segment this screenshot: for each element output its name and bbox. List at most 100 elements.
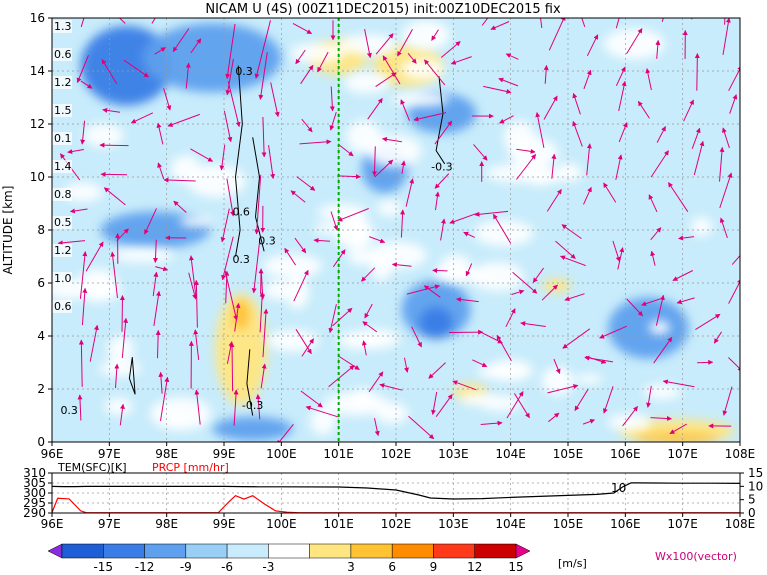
- wind-vector-258: [719, 217, 728, 239]
- y-tick-label-3: 6: [37, 276, 45, 290]
- wind-vector-68: [225, 58, 234, 96]
- wind-vector-238: [669, 423, 687, 435]
- wind-vector-105: [330, 211, 339, 231]
- wind-vector-119: [337, 208, 369, 222]
- surface-panel: TEM(SFC)[K] PRCP [mm/hr] 10 290295300305…: [23, 461, 763, 531]
- colorbar-box-3: [144, 543, 187, 559]
- wind-vector-4: [79, 251, 88, 299]
- wind-vector-114: [361, 340, 367, 356]
- colorbar-box-8: [350, 543, 393, 559]
- contour-line-0: [234, 65, 243, 257]
- wind-vector-242: [676, 297, 695, 305]
- left-edge-label-5: 1.4: [54, 160, 72, 173]
- wind-vector-151: [424, 59, 446, 86]
- wind-vector-222: [626, 28, 643, 55]
- wind-vector-79: [268, 145, 276, 180]
- wind-vector-36: [157, 162, 165, 180]
- main-panel: 0.3-0.30.60.30.3-0.30.3 1.30.61.21.50.11…: [1, 11, 755, 461]
- wind-vector-27: [118, 18, 126, 24]
- left-edge-label-1: 0.6: [54, 48, 72, 61]
- wind-vector-56: [233, 389, 239, 426]
- weak-area-42: [63, 182, 103, 202]
- surface-right-tick-label-1: 5: [748, 493, 756, 507]
- wind-vector-126: [408, 415, 435, 440]
- wind-vector-212: [584, 355, 614, 363]
- wind-vector-232: [650, 150, 669, 178]
- contour-line-4: [246, 349, 254, 416]
- colorbar-unit: [m/s]: [558, 557, 587, 570]
- wind-vector-214: [626, 298, 643, 317]
- wind-vector-154: [480, 420, 503, 426]
- wind-vector-131: [391, 262, 412, 268]
- wind-vector-226: [653, 336, 673, 364]
- colorbar-box-1: [61, 543, 104, 559]
- wind-vector-206: [572, 92, 581, 115]
- colorbar-tick-label-3: -6: [221, 560, 233, 574]
- weak-wind-areas: [52, 20, 713, 435]
- wind-vector-49: [173, 200, 187, 213]
- weak-area-26: [343, 72, 390, 94]
- shaded-region-7: [212, 416, 293, 441]
- wind-vector-173: [512, 271, 538, 294]
- contour-line-3: [128, 357, 136, 395]
- weak-area-58: [433, 267, 491, 282]
- surface-left-tick-label-1: 295: [23, 496, 46, 510]
- wind-vector-220: [618, 80, 627, 112]
- wind-vector-229: [650, 250, 656, 266]
- wind-vector-163: [473, 144, 488, 161]
- wind-vector-52: [167, 113, 200, 127]
- wind-vector-256: [728, 278, 740, 304]
- wind-vector-194: [548, 18, 566, 51]
- wind-vector-192: [543, 95, 558, 120]
- wind-vector-33: [155, 266, 169, 272]
- wind-vector-204: [586, 143, 592, 176]
- wind-vector-261: [721, 127, 730, 149]
- wind-vector-221: [615, 66, 626, 87]
- wind-vector-21: [103, 187, 126, 206]
- wind-vector-108: [329, 111, 337, 131]
- wind-vector-24: [102, 107, 121, 113]
- left-edge-label-bg-8: [52, 244, 72, 257]
- wind-vector-233: [656, 126, 666, 143]
- wind-vector-45: [193, 279, 199, 328]
- left-edge-label-8: 1.2: [54, 244, 72, 257]
- wind-vector-138: [407, 52, 417, 64]
- weak-area-54: [179, 216, 214, 227]
- wind-vector-85: [300, 390, 323, 408]
- wind-vector-135: [382, 136, 402, 143]
- surface-x-tick-label-12: 108E: [725, 517, 756, 531]
- wind-vector-110: [317, 51, 329, 73]
- colorbar-box-6: [268, 543, 310, 559]
- wind-vector-202: [561, 224, 582, 240]
- surface-right-tick-label-3: 15: [748, 466, 763, 480]
- wind-vector-38: [130, 112, 154, 124]
- wind-vector-259: [719, 172, 733, 209]
- x-tick-label-5: 101E: [323, 447, 354, 461]
- shaded-region-1: [143, 23, 282, 93]
- colorbar-tick-label-8: 12: [467, 560, 482, 574]
- wind-vector-228: [641, 298, 661, 307]
- wind-vector-32: [152, 271, 159, 297]
- temperature-annotation: 10: [611, 481, 626, 495]
- contour-label-6: 0.3: [60, 404, 78, 417]
- weak-area-39: [524, 167, 557, 186]
- wind-vector-115: [362, 321, 378, 333]
- weak-area-68: [290, 43, 346, 63]
- wind-vector-211: [602, 386, 614, 414]
- contour-label-0: 0.3: [235, 65, 253, 78]
- grid-lines: [52, 18, 740, 442]
- surface-left-tick-label-3: 305: [23, 476, 46, 490]
- wind-vector-172: [511, 289, 525, 295]
- surface-x-axis: 96E 97E 98E 99E 100E 101E 102E 103E 104E 105E 106E…: [41, 513, 756, 531]
- wind-vector-41: [151, 18, 156, 24]
- wind-vector-207: [583, 69, 592, 90]
- wind-vector-265: [724, 18, 726, 25]
- wind-vector-236: [655, 39, 661, 59]
- wind-vector-0: [77, 394, 83, 421]
- weak-area-46: [338, 34, 398, 55]
- wind-vector-99: [328, 365, 355, 388]
- wind-vector-1: [78, 339, 84, 387]
- wind-vector-129: [411, 326, 422, 348]
